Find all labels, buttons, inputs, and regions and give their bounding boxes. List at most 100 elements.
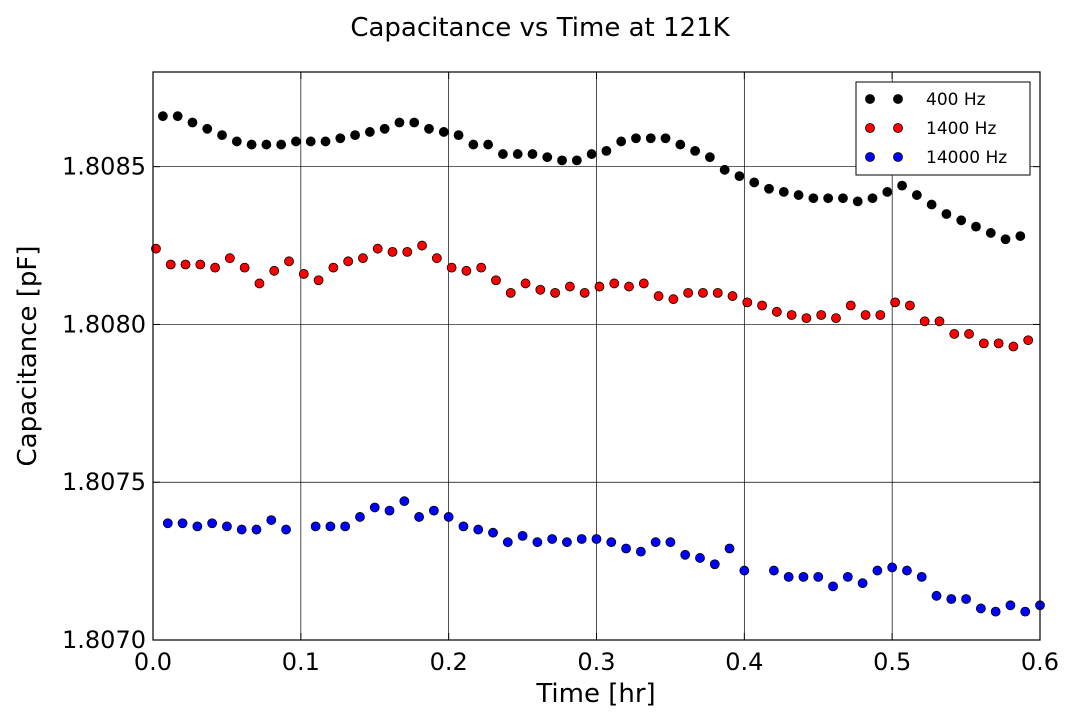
chart-title: Capacitance vs Time at 121K xyxy=(350,13,730,43)
data-point xyxy=(335,133,346,144)
data-point xyxy=(343,256,354,267)
data-point xyxy=(246,139,257,150)
data-point xyxy=(624,281,634,292)
data-point xyxy=(852,196,863,207)
data-point xyxy=(739,565,750,576)
data-point xyxy=(473,524,484,535)
legend-marker xyxy=(865,123,875,133)
data-point xyxy=(616,136,627,147)
data-point xyxy=(831,313,841,324)
data-point xyxy=(875,310,886,320)
data-point xyxy=(842,571,853,582)
data-point xyxy=(527,149,538,159)
data-point xyxy=(502,537,513,548)
data-point xyxy=(476,262,487,273)
data-point xyxy=(786,310,797,320)
data-point xyxy=(269,265,280,276)
data-point xyxy=(284,256,294,267)
data-point xyxy=(1020,606,1031,617)
data-point xyxy=(350,130,360,141)
data-point xyxy=(325,521,336,532)
data-point xyxy=(384,505,395,516)
data-point xyxy=(372,243,383,254)
data-point xyxy=(402,246,413,257)
data-point xyxy=(340,521,351,532)
data-point xyxy=(926,199,937,210)
data-point xyxy=(867,193,878,204)
data-point xyxy=(808,193,819,204)
data-point xyxy=(916,571,927,582)
data-point xyxy=(609,278,620,289)
data-point xyxy=(313,275,324,286)
data-point xyxy=(793,190,804,200)
data-point xyxy=(254,278,265,289)
data-point xyxy=(276,139,287,150)
data-point xyxy=(231,136,242,147)
data-point xyxy=(177,518,188,529)
data-point xyxy=(769,565,779,576)
data-point xyxy=(905,300,915,311)
data-point xyxy=(369,502,380,513)
data-point xyxy=(902,565,912,576)
data-point xyxy=(498,149,508,159)
data-point xyxy=(358,253,368,264)
data-point xyxy=(734,171,745,182)
data-point xyxy=(488,527,498,538)
data-point xyxy=(520,278,531,289)
data-point xyxy=(438,127,449,137)
x-tick-label: 0.1 xyxy=(282,648,320,676)
data-point xyxy=(251,524,262,535)
data-point xyxy=(887,562,898,573)
data-point xyxy=(993,338,1004,349)
data-point xyxy=(882,187,893,197)
data-point xyxy=(985,228,996,238)
data-point xyxy=(517,530,528,541)
data-point xyxy=(165,259,176,270)
data-point xyxy=(1005,600,1016,611)
data-point xyxy=(638,278,649,289)
data-point xyxy=(709,559,720,570)
data-point xyxy=(990,606,1001,617)
data-point xyxy=(417,240,427,251)
data-point xyxy=(239,262,250,273)
data-point xyxy=(571,155,582,166)
data-point xyxy=(653,291,664,301)
data-point xyxy=(364,127,375,137)
data-point xyxy=(224,253,235,264)
legend-marker xyxy=(865,152,875,162)
x-tick-label: 0.0 xyxy=(134,648,172,676)
data-point xyxy=(778,187,789,197)
data-point xyxy=(328,262,339,273)
data-point xyxy=(261,139,272,150)
data-point xyxy=(468,139,479,150)
data-point xyxy=(872,565,883,576)
data-point xyxy=(668,294,679,305)
data-point xyxy=(771,306,782,317)
data-point xyxy=(151,243,161,254)
data-point xyxy=(764,183,774,194)
data-point xyxy=(931,590,942,601)
data-point xyxy=(978,338,989,349)
legend-marker xyxy=(893,123,903,133)
data-point xyxy=(542,152,553,163)
data-point xyxy=(816,310,827,320)
data-point xyxy=(823,193,834,204)
x-ticks: 0.0 0.1 0.2 0.3 0.4 0.5 0.6 xyxy=(134,72,1059,676)
data-point xyxy=(704,152,715,163)
data-point xyxy=(919,316,930,327)
data-point xyxy=(202,123,213,134)
data-points xyxy=(151,111,1045,617)
data-point xyxy=(798,571,809,582)
data-point xyxy=(941,209,952,219)
data-point xyxy=(857,578,868,589)
data-point xyxy=(934,316,945,327)
data-point xyxy=(949,329,960,339)
legend-marker xyxy=(893,94,903,104)
data-point xyxy=(550,287,561,298)
data-point xyxy=(162,518,173,529)
x-tick-label: 0.5 xyxy=(873,648,911,676)
data-point xyxy=(305,136,316,147)
data-point xyxy=(192,521,203,532)
data-point xyxy=(532,537,543,548)
data-point xyxy=(236,524,247,535)
